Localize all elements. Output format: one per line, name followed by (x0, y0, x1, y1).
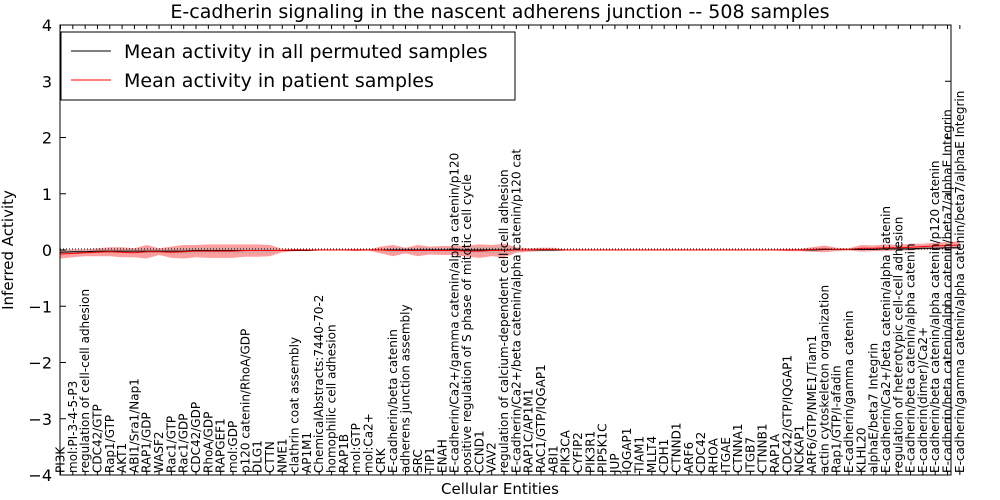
x-tick-label: CDC42/GDP (189, 402, 203, 473)
y-tick-label: 1 (42, 185, 52, 204)
legend-label-permuted: Mean activity in all permuted samples (124, 41, 487, 63)
x-tick-label: ChemicalAbstracts:7440-70-2 (312, 295, 326, 473)
x-tick-label: CDC42 (694, 432, 708, 473)
x-tick-label: mol:GDP (226, 421, 240, 473)
x-tick-label: mol:PI-3-4-5-P3 (66, 381, 80, 473)
chart-title: E-cadherin signaling in the nascent adhe… (170, 1, 829, 23)
x-tick-label: CDH1 (657, 439, 671, 473)
x-tick-label: RHOA (706, 437, 720, 473)
x-tick-label: TIAM1 (633, 436, 647, 474)
y-tick-label: −1 (28, 297, 52, 316)
x-tick-label: mol:GTP (349, 423, 363, 473)
x-axis-label: Cellular Entities (441, 480, 559, 498)
x-tick-label: mol:Ca2+ (362, 413, 376, 473)
x-tick-label: CRK (374, 447, 388, 473)
y-tick-label: −4 (28, 466, 52, 485)
x-tick-label: p120 catenin/RhoA/GDP (238, 329, 252, 473)
x-tick-label: positive regulation of S phase of mitoti… (460, 174, 474, 473)
x-tick-label: CDC42/GTP/IQGAP1 (780, 355, 794, 473)
x-tick-label: E-cadherin/gamma catenin/alpha catenin/b… (953, 91, 967, 473)
x-tick-label: RAP1/GDP (140, 412, 154, 473)
x-tick-label: WASF2 (152, 431, 166, 473)
x-tick-label: regulation of calcium-dependent cell-cel… (497, 169, 511, 473)
x-tick-label: Rac1/GTP (164, 416, 178, 473)
x-tick-label: RhoA/GDP (201, 412, 215, 473)
x-tick-label: ITGAE (719, 437, 733, 473)
y-axis-label: Inferred Activity (0, 190, 17, 310)
x-tick-label: MLLT4 (645, 436, 659, 473)
x-tick-label: RAPGEF1 (214, 418, 228, 473)
x-tick-label: alphaE/beta7 Integrin (867, 343, 881, 473)
x-tick-label: Rap1/GTP (103, 415, 117, 473)
x-tick-label: clathrin coat assembly (288, 337, 302, 473)
x-tick-label: IQGAP1 (620, 428, 634, 473)
y-tick-label: 2 (42, 129, 52, 148)
x-tick-label: VAV2 (485, 442, 499, 473)
x-tick-label: E-cadherin/Ca2+/beta catenin/alpha caten… (509, 149, 523, 473)
x-tick-label: NME1 (275, 438, 289, 473)
x-tick-label: AKT1 (115, 443, 129, 473)
x-tick-label: ABI1/Sra1/Nap1 (127, 378, 141, 473)
legend-label-patient: Mean activity in patient samples (124, 70, 434, 92)
y-tick-label: 4 (42, 16, 52, 35)
x-tick-label: ARF6/GTP/NME1/Tiam1 (805, 335, 819, 473)
x-tick-label: ENAH (435, 439, 449, 473)
x-tick-label: RAP1B (337, 434, 351, 473)
x-tick-label: E-cadherin/beta catenin (386, 329, 400, 473)
x-tick-label: CCND1 (472, 430, 486, 473)
y-tick-label: 0 (42, 241, 52, 260)
series-line-1 (60, 244, 960, 255)
x-tick-label: NCKAP1 (793, 425, 807, 473)
x-tick-label: ABI1 (546, 445, 560, 473)
x-tick-label: RAP1A (768, 433, 782, 473)
x-tick-label: CDC42/GTP (90, 404, 104, 473)
x-tick-label: E-cadherin/gamma catenin (842, 311, 856, 474)
x-tick-label: CTNND1 (670, 422, 684, 473)
x-tick-label: TIP1 (423, 447, 437, 474)
x-tick-label: Rac1/GDP (177, 414, 191, 473)
series-lines (60, 244, 960, 255)
y-tick-label: −3 (28, 410, 52, 429)
x-tick-label: JUP (608, 453, 622, 474)
x-tick-label: PIP5K1C (596, 423, 610, 473)
x-tick-label: Rap1/GTP/I-afadin (830, 365, 844, 473)
x-tick-label: PIK3CA (559, 429, 573, 473)
x-tick-label: regulation of cell-cell adhesion (78, 289, 92, 473)
x-tick-label: PIK3R1 (583, 431, 597, 473)
x-tick-label: regulation of heterotypic cell-cell adhe… (891, 217, 905, 473)
y-tick-label: 3 (42, 72, 52, 91)
x-tick-label: RAP1C/AP1M1 (522, 389, 536, 473)
x-tick-label: RAC1/GTP/IQGAP1 (534, 364, 548, 473)
y-tick-label: −2 (28, 354, 52, 373)
x-tick-label: CTTN (263, 441, 277, 473)
axis-ticks: 4 3 2 1 0 −1 −2 −3 −4 (28, 16, 961, 485)
x-tick-label: adherens junction assembly (398, 304, 412, 473)
x-tick-label: CTNNA1 (731, 423, 745, 473)
x-tick-label: actin cytoskeleton organization (817, 285, 831, 473)
x-tick-label: KLHL20 (854, 427, 868, 473)
x-tick-label: AP1M1 (300, 432, 314, 473)
x-tick-label: DLG1 (251, 440, 265, 473)
x-tick-label: ARF6 (682, 442, 696, 473)
x-tick-label: CYFIP2 (571, 432, 585, 473)
x-tick-label: E-cadherin/beta catenin/alpha catenin/p1… (928, 160, 942, 473)
x-tick-label: E-cadherin/Ca2+/beta catenin/alpha caten… (879, 206, 893, 473)
x-tick-label: ITGB7 (743, 437, 757, 473)
x-tick-label: E-cadherin/Ca2+/gamma catenin/alpha cate… (448, 153, 462, 473)
legend-box (60, 31, 516, 101)
x-tick-label: E-cadherin(dimer)/Ca2+ (916, 327, 930, 473)
legend: Mean activity in all permuted samples Me… (60, 31, 516, 101)
x-tick-label: CTNNB1 (756, 423, 770, 473)
x-tick-label: E-cadherin/beta catenin/alpha catenin (904, 243, 918, 473)
x-tick-label: homophilic cell adhesion (325, 324, 339, 473)
plot-frame (59, 24, 952, 476)
x-tick-label: SRC (411, 449, 425, 473)
